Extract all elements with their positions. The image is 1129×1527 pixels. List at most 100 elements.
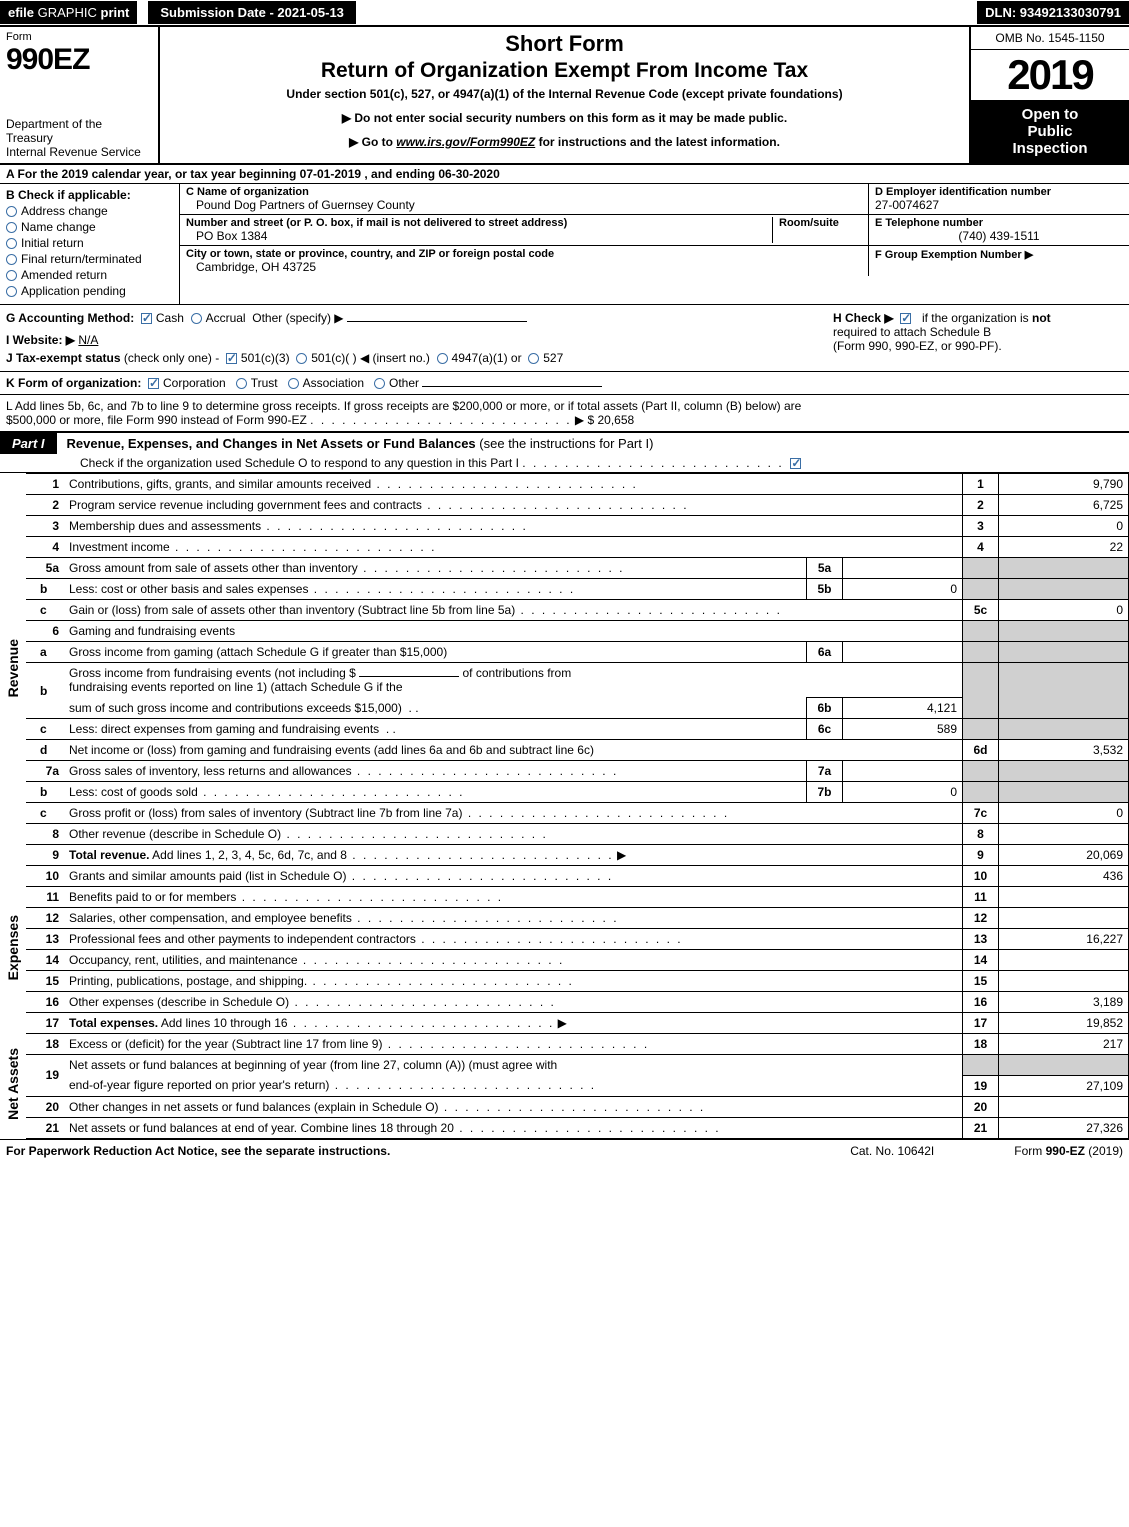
app-pending-checkbox[interactable] (6, 286, 17, 297)
501c-checkbox[interactable] (296, 353, 307, 364)
name-change-checkbox[interactable] (6, 222, 17, 233)
table-row: a Gross income from gaming (attach Sched… (0, 642, 1129, 663)
open-line1: Open to (975, 106, 1125, 123)
table-row: end-of-year figure reported on prior yea… (0, 1075, 1129, 1096)
h-checkbox[interactable] (900, 313, 911, 324)
line-val: 27,109 (999, 1075, 1129, 1096)
line-desc: Gross sales of inventory, less returns a… (64, 761, 807, 782)
grey-cell (963, 579, 999, 600)
l-value: 20,658 (597, 413, 634, 427)
line-desc: Gross amount from sale of assets other t… (64, 558, 807, 579)
line-val: 0 (999, 600, 1129, 621)
grey-cell (963, 782, 999, 803)
row-a-tax-year: A For the 2019 calendar year, or tax yea… (0, 165, 1129, 184)
h-text2: required to attach Schedule B (833, 325, 991, 339)
grey-cell (999, 642, 1129, 663)
501c3-checkbox[interactable] (226, 353, 237, 364)
table-row: 4 Investment income 4 22 (0, 537, 1129, 558)
line-num: 1 (26, 474, 64, 495)
4947-checkbox[interactable] (437, 353, 448, 364)
line-desc: Net assets or fund balances at beginning… (64, 1055, 963, 1076)
line-desc: Contributions, gifts, grants, and simila… (64, 474, 963, 495)
grey-cell (999, 558, 1129, 579)
goto-pre: ▶ Go to (349, 135, 396, 149)
print-text[interactable]: print (101, 5, 130, 20)
line-num: c (26, 719, 64, 740)
line-box: 8 (963, 824, 999, 845)
line-num: a (26, 642, 64, 663)
l-text1: L Add lines 5b, 6c, and 7b to line 9 to … (6, 399, 801, 413)
final-return-checkbox[interactable] (6, 254, 17, 265)
line-num: 8 (26, 824, 64, 845)
line-desc: Net assets or fund balances at end of ye… (64, 1117, 963, 1138)
h-not: not (1032, 311, 1051, 325)
part-1-title-text: Revenue, Expenses, and Changes in Net As… (67, 436, 476, 451)
trust-checkbox[interactable] (236, 378, 247, 389)
accrual-checkbox[interactable] (191, 313, 202, 324)
527-label: 527 (543, 351, 563, 365)
grey-cell (963, 558, 999, 579)
form-word: Form (6, 31, 152, 43)
table-row: c Gross profit or (loss) from sales of i… (0, 803, 1129, 824)
line-num: 4 (26, 537, 64, 558)
line-val (999, 971, 1129, 992)
open-line3: Inspection (975, 140, 1125, 157)
amended-return-checkbox[interactable] (6, 270, 17, 281)
header-right: OMB No. 1545-1150 2019 Open to Public In… (969, 27, 1129, 163)
other-specify-label: Other (specify) ▶ (252, 311, 343, 325)
line-desc: Gaming and fundraising events (64, 621, 963, 642)
501c-label: 501(c)( ) (311, 351, 356, 365)
association-checkbox[interactable] (288, 378, 299, 389)
cat-number: Cat. No. 10642I (770, 1144, 1014, 1158)
table-row: 15 Printing, publications, postage, and … (0, 971, 1129, 992)
revenue-side-text: Revenue (5, 639, 21, 697)
inner-val: 4,121 (843, 698, 963, 719)
line-val: 6,725 (999, 495, 1129, 516)
line-desc: Membership dues and assessments (64, 516, 963, 537)
irs-link[interactable]: www.irs.gov/Form990EZ (396, 135, 535, 149)
h-label: H Check ▶ (833, 311, 894, 325)
table-row: 16 Other expenses (describe in Schedule … (0, 992, 1129, 1013)
line-box: 6d (963, 740, 999, 761)
line-box: 10 (963, 866, 999, 887)
line-num: 7a (26, 761, 64, 782)
amended-label: Amended return (21, 268, 107, 282)
line-desc: Gain or (loss) from sale of assets other… (64, 600, 963, 621)
527-checkbox[interactable] (528, 353, 539, 364)
other-org-checkbox[interactable] (374, 378, 385, 389)
line-val (999, 1096, 1129, 1117)
line-desc: Excess or (deficit) for the year (Subtra… (64, 1034, 963, 1055)
org-name-cell: C Name of organization Pound Dog Partner… (180, 184, 869, 214)
address-change-checkbox[interactable] (6, 206, 17, 217)
table-row: 2 Program service revenue including gove… (0, 495, 1129, 516)
line-box: 15 (963, 971, 999, 992)
initial-return-checkbox[interactable] (6, 238, 17, 249)
line-desc: Gross income from fundraising events (no… (64, 663, 963, 698)
omb-number: OMB No. 1545-1150 (971, 27, 1129, 50)
cash-checkbox[interactable] (141, 313, 152, 324)
inner-val: 0 (843, 782, 963, 803)
table-row: 19 Net assets or fund balances at beginn… (0, 1055, 1129, 1076)
line-num: 11 (26, 887, 64, 908)
line-num: 21 (26, 1117, 64, 1138)
line-desc: Salaries, other compensation, and employ… (64, 908, 963, 929)
j-note: (check only one) - (124, 351, 219, 365)
line-k: K Form of organization: Corporation Trus… (0, 372, 1129, 395)
column-b-checkboxes: B Check if applicable: Address change Na… (0, 184, 180, 304)
table-row: c Less: direct expenses from gaming and … (0, 719, 1129, 740)
corporation-checkbox[interactable] (148, 378, 159, 389)
line-val (999, 887, 1129, 908)
website-label: I Website: ▶ (6, 333, 75, 347)
inner-box: 7b (807, 782, 843, 803)
schedule-o-checkbox[interactable] (790, 458, 801, 469)
arrow-icon: ▶ (617, 848, 626, 862)
table-row: 17 Total expenses. Add lines 10 through … (0, 1013, 1129, 1034)
inner-val: 589 (843, 719, 963, 740)
submission-date-button[interactable]: Submission Date - 2021-05-13 (147, 0, 357, 25)
efile-button[interactable]: efile GRAPHIC print (0, 1, 137, 24)
phone-cell: E Telephone number (740) 439-1511 (869, 215, 1129, 245)
short-form-title: Short Form (168, 31, 961, 57)
grey-cell (963, 719, 999, 740)
line-num: c (26, 600, 64, 621)
line-desc: Grants and similar amounts paid (list in… (64, 866, 963, 887)
